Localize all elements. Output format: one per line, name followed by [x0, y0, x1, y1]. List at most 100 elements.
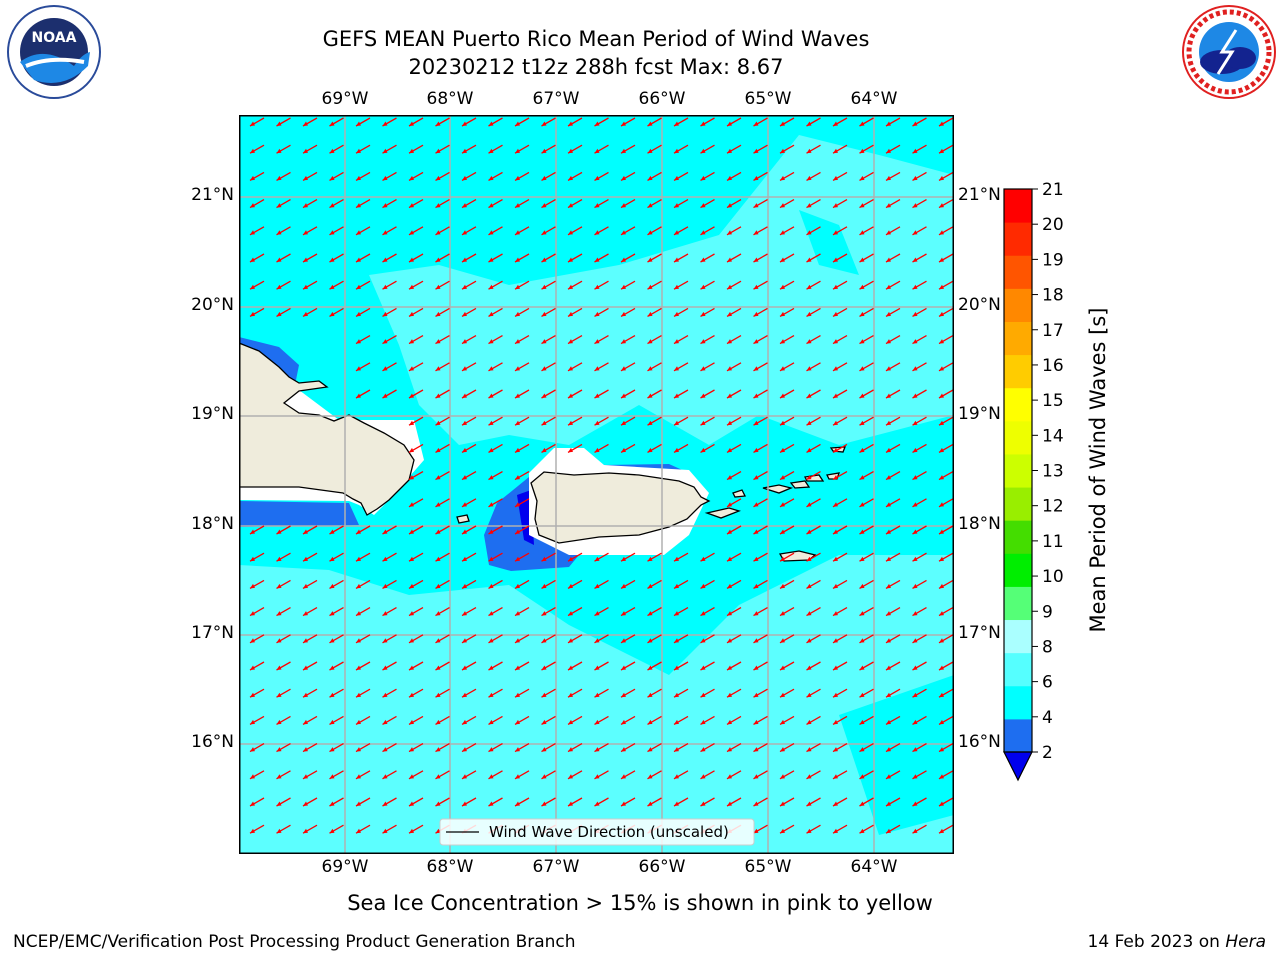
direction-arrow — [753, 770, 768, 780]
direction-arrow — [514, 226, 530, 236]
direction-arrow — [885, 661, 901, 671]
direction-arrow — [806, 416, 821, 426]
direction-arrow — [806, 824, 821, 834]
direction-arrow — [938, 634, 954, 644]
direction-arrow — [859, 607, 874, 617]
direction-arrow — [673, 144, 689, 154]
direction-arrow — [726, 715, 742, 725]
direction-arrow — [779, 389, 795, 399]
direction-arrow — [249, 688, 265, 698]
direction-arrow — [779, 743, 795, 753]
direction-arrow — [700, 199, 715, 209]
direction-arrow — [806, 144, 821, 154]
direction-arrow — [806, 607, 821, 617]
direction-arrow — [806, 715, 821, 725]
direction-arrow — [329, 634, 344, 644]
direction-arrow — [753, 498, 768, 508]
direction-arrow — [806, 253, 821, 263]
direction-arrow — [726, 199, 742, 209]
colorbar-label: Mean Period of Wind Waves [s] — [1086, 307, 1110, 633]
direction-arrow — [567, 715, 583, 725]
direction-arrow — [885, 471, 901, 481]
direction-arrow — [806, 389, 821, 399]
direction-arrow — [885, 579, 901, 589]
direction-arrow — [567, 634, 583, 644]
direction-arrow — [355, 661, 371, 671]
direction-arrow — [276, 307, 291, 317]
direction-arrow — [726, 171, 742, 181]
direction-arrow — [382, 770, 397, 780]
direction-arrow — [461, 634, 477, 644]
direction-arrow — [488, 443, 503, 453]
direction-arrow — [779, 770, 795, 780]
direction-arrow — [541, 715, 556, 725]
direction-arrow — [620, 307, 636, 317]
direction-arrow — [541, 171, 556, 181]
direction-arrow — [461, 144, 477, 154]
direction-arrow — [276, 226, 291, 236]
direction-arrow — [753, 607, 768, 617]
direction-arrow — [382, 226, 397, 236]
direction-arrow — [594, 307, 609, 317]
direction-arrow — [329, 579, 344, 589]
direction-arrow — [408, 171, 424, 181]
direction-arrow — [382, 307, 397, 317]
direction-arrow — [620, 199, 636, 209]
direction-arrow — [514, 471, 530, 481]
direction-arrow — [461, 253, 477, 263]
direction-arrow — [673, 389, 689, 399]
direction-arrow — [382, 797, 397, 807]
lon-label-bottom: 64°W — [850, 857, 898, 877]
land-hispaniola — [239, 342, 415, 516]
direction-arrow — [726, 634, 742, 644]
direction-arrow — [249, 770, 265, 780]
direction-arrow — [382, 117, 397, 127]
direction-arrow — [912, 253, 927, 263]
direction-arrow — [647, 770, 662, 780]
direction-arrow — [514, 171, 530, 181]
direction-arrow — [938, 362, 954, 372]
direction-arrow — [779, 525, 795, 535]
direction-arrow — [435, 226, 450, 236]
ocean-period-2-4-fill-sw — [239, 501, 359, 527]
direction-arrow — [302, 144, 318, 154]
colorbar-segment — [1004, 718, 1032, 753]
direction-arrow — [461, 471, 477, 481]
lon-label-bottom: 68°W — [426, 857, 474, 877]
direction-arrow — [859, 144, 874, 154]
colorbar-tick-label: 21 — [1042, 180, 1064, 200]
direction-arrow — [249, 579, 265, 589]
direction-arrow — [912, 362, 927, 372]
land-culebra — [732, 489, 747, 498]
direction-arrow — [249, 253, 265, 263]
direction-arrow — [461, 117, 477, 127]
direction-arrow — [567, 688, 583, 698]
direction-arrow — [726, 770, 742, 780]
direction-arrow — [673, 443, 689, 453]
direction-arrow — [594, 226, 609, 236]
direction-arrow — [885, 335, 901, 345]
direction-arrow — [806, 226, 821, 236]
direction-arrow — [594, 199, 609, 209]
direction-arrow — [329, 171, 344, 181]
direction-arrow — [806, 661, 821, 671]
direction-arrow — [435, 661, 450, 671]
direction-arrow — [355, 362, 371, 372]
direction-arrow — [276, 824, 291, 834]
direction-arrow — [806, 280, 821, 290]
direction-arrow — [700, 634, 715, 644]
land-virgin-islands — [762, 446, 846, 494]
direction-arrow — [329, 253, 344, 263]
direction-arrow — [620, 253, 636, 263]
direction-arrow — [832, 307, 848, 317]
direction-arrow — [488, 280, 503, 290]
direction-arrow — [912, 443, 927, 453]
direction-arrow — [726, 471, 742, 481]
direction-arrow — [885, 743, 901, 753]
direction-arrow — [382, 634, 397, 644]
colorbar-segment — [1004, 487, 1032, 521]
direction-arrow — [726, 416, 742, 426]
direction-arrow — [514, 280, 530, 290]
direction-arrow — [938, 498, 954, 508]
direction-arrow — [329, 226, 344, 236]
